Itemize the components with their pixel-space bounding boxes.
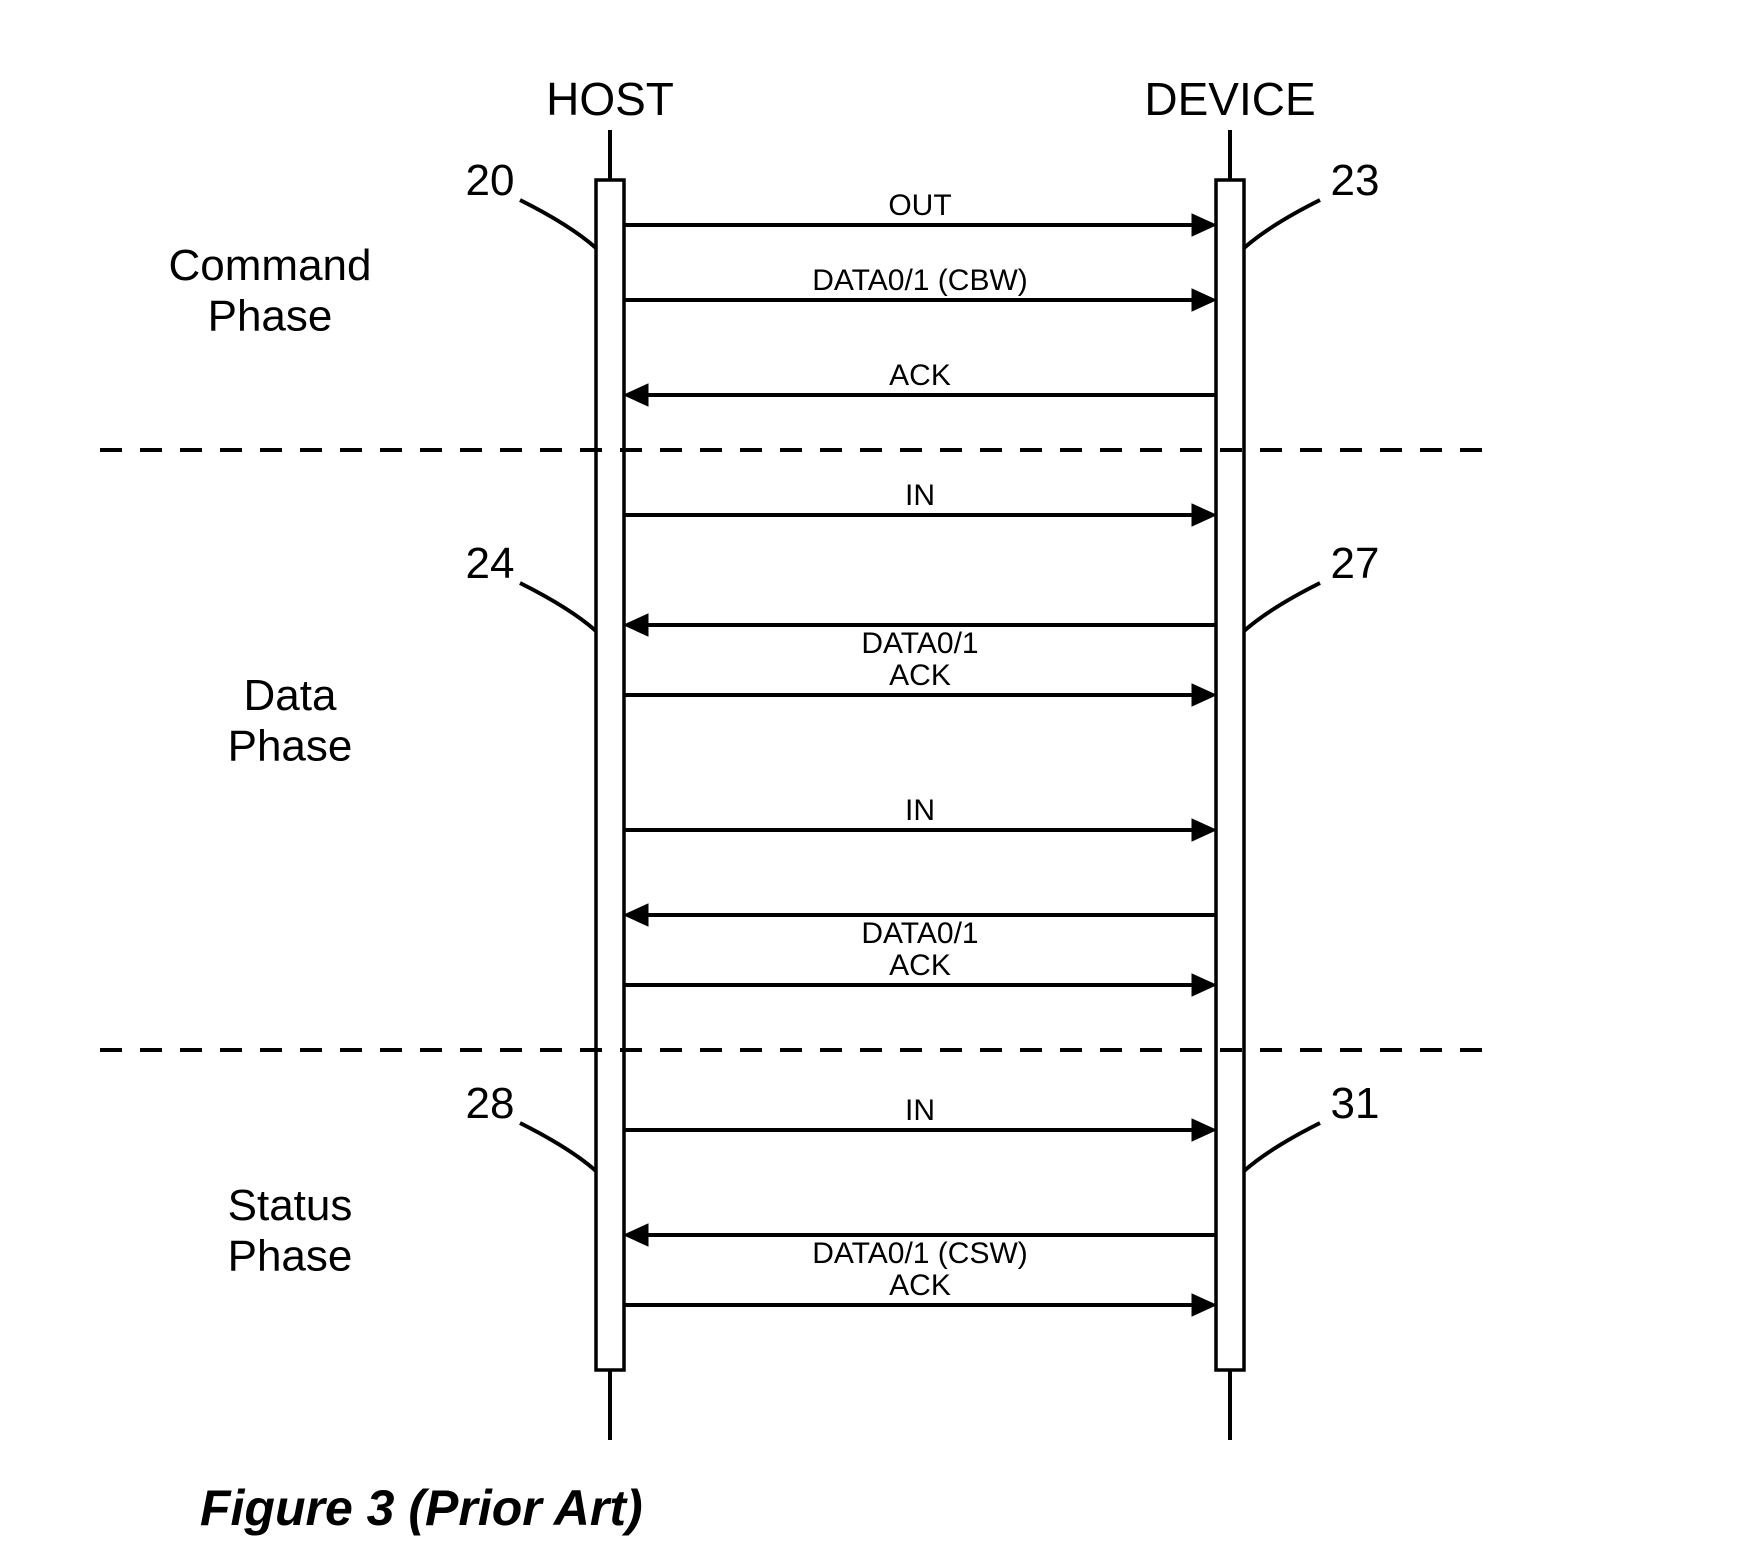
message-5-label-line-0: ACK bbox=[889, 659, 951, 692]
message-2-label-line-0: ACK bbox=[889, 359, 951, 392]
phase-label-1-line-0: Data bbox=[244, 671, 337, 720]
message-6-label: IN bbox=[905, 794, 935, 827]
message-6-label-line-0: IN bbox=[905, 794, 935, 827]
figure-caption: Figure 3 (Prior Art) bbox=[200, 1480, 643, 1536]
lifeline-host-label: HOST bbox=[546, 73, 674, 125]
sequence-diagram: HOSTDEVICECommandPhaseDataPhaseStatusPha… bbox=[0, 0, 1738, 1562]
phase-label-1-line-1: Phase bbox=[228, 722, 353, 771]
lifeline-host-bar bbox=[596, 180, 624, 1370]
message-1-label: DATA0/1 (CBW) bbox=[812, 264, 1028, 297]
canvas-bg bbox=[0, 0, 1738, 1562]
message-3-label-line-0: IN bbox=[905, 479, 935, 512]
ref-31-label: 31 bbox=[1331, 1079, 1380, 1128]
ref-27-label: 27 bbox=[1331, 539, 1380, 588]
message-8-label-line-0: ACK bbox=[889, 949, 951, 982]
message-10-label: DATA0/1 (CSW) bbox=[812, 1237, 1028, 1270]
message-11-label: ACK bbox=[889, 1269, 951, 1302]
message-5-label: ACK bbox=[889, 659, 951, 692]
phase-label-2-line-1: Phase bbox=[228, 1232, 353, 1281]
message-1-label-line-0: DATA0/1 (CBW) bbox=[812, 264, 1028, 297]
message-11-label-line-0: ACK bbox=[889, 1269, 951, 1302]
phase-label-0-line-1: Phase bbox=[208, 292, 333, 341]
message-0-label: OUT bbox=[888, 189, 951, 222]
message-9-label-line-0: IN bbox=[905, 1094, 935, 1127]
ref-20-label: 20 bbox=[466, 156, 515, 205]
message-8-label: ACK bbox=[889, 949, 951, 982]
ref-23-label: 23 bbox=[1331, 156, 1380, 205]
message-10-label-line-0: DATA0/1 (CSW) bbox=[812, 1237, 1028, 1270]
message-7-label: DATA0/1 bbox=[861, 917, 978, 950]
message-0-label-line-0: OUT bbox=[888, 189, 951, 222]
message-4-label: DATA0/1 bbox=[861, 627, 978, 660]
phase-label-2-line-0: Status bbox=[228, 1181, 353, 1230]
ref-28-label: 28 bbox=[466, 1079, 515, 1128]
message-2-label: ACK bbox=[889, 359, 951, 392]
phase-label-0-line-0: Command bbox=[169, 241, 372, 290]
message-3-label: IN bbox=[905, 479, 935, 512]
lifeline-device-bar bbox=[1216, 180, 1244, 1370]
message-7-label-line-0: DATA0/1 bbox=[861, 917, 978, 950]
message-4-label-line-0: DATA0/1 bbox=[861, 627, 978, 660]
phase-label-1: DataPhase bbox=[228, 671, 353, 771]
ref-24-label: 24 bbox=[466, 539, 515, 588]
phase-label-2: StatusPhase bbox=[228, 1181, 353, 1281]
message-9-label: IN bbox=[905, 1094, 935, 1127]
lifeline-device-label: DEVICE bbox=[1144, 73, 1315, 125]
